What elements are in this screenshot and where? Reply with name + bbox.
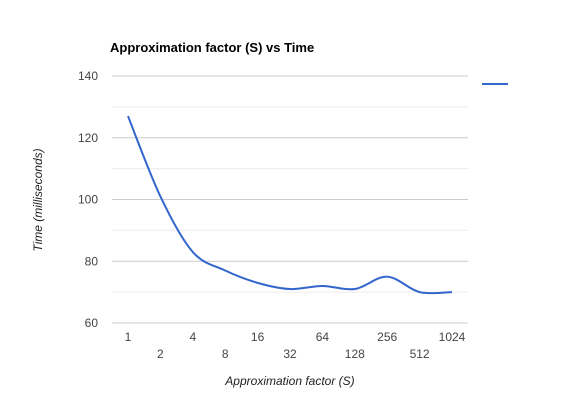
x-tick-label: 256 bbox=[377, 330, 397, 344]
x-tick-label: 16 bbox=[251, 330, 265, 344]
x-tick-label: 8 bbox=[222, 347, 229, 361]
x-tick-label: 1024 bbox=[439, 330, 466, 344]
x-axis-ticks: 1 2 4 8 16 32 64 128 256 512 1024 bbox=[125, 330, 466, 361]
x-tick-label: 64 bbox=[316, 330, 330, 344]
series-layer bbox=[127, 115, 453, 295]
y-tick-label: 100 bbox=[78, 193, 98, 207]
y-tick-label: 80 bbox=[85, 254, 99, 268]
y-tick-label: 120 bbox=[78, 131, 98, 145]
x-axis-title: Approximation factor (S) bbox=[224, 374, 354, 388]
y-axis-title: Time (milliseconds) bbox=[31, 148, 45, 251]
x-tick-label: 32 bbox=[283, 347, 297, 361]
gridlines bbox=[112, 75, 468, 324]
x-tick-label: 4 bbox=[189, 330, 196, 344]
y-tick-label: 60 bbox=[85, 316, 99, 330]
x-tick-label: 512 bbox=[410, 347, 430, 361]
x-tick-label: 2 bbox=[157, 347, 164, 361]
y-axis-ticks: 60 80 100 120 140 bbox=[78, 69, 98, 330]
y-tick-label: 140 bbox=[78, 69, 98, 83]
series-line bbox=[127, 115, 453, 295]
chart-title: Approximation factor (S) vs Time bbox=[110, 40, 314, 55]
x-tick-label: 128 bbox=[345, 347, 365, 361]
x-tick-label: 1 bbox=[125, 330, 132, 344]
